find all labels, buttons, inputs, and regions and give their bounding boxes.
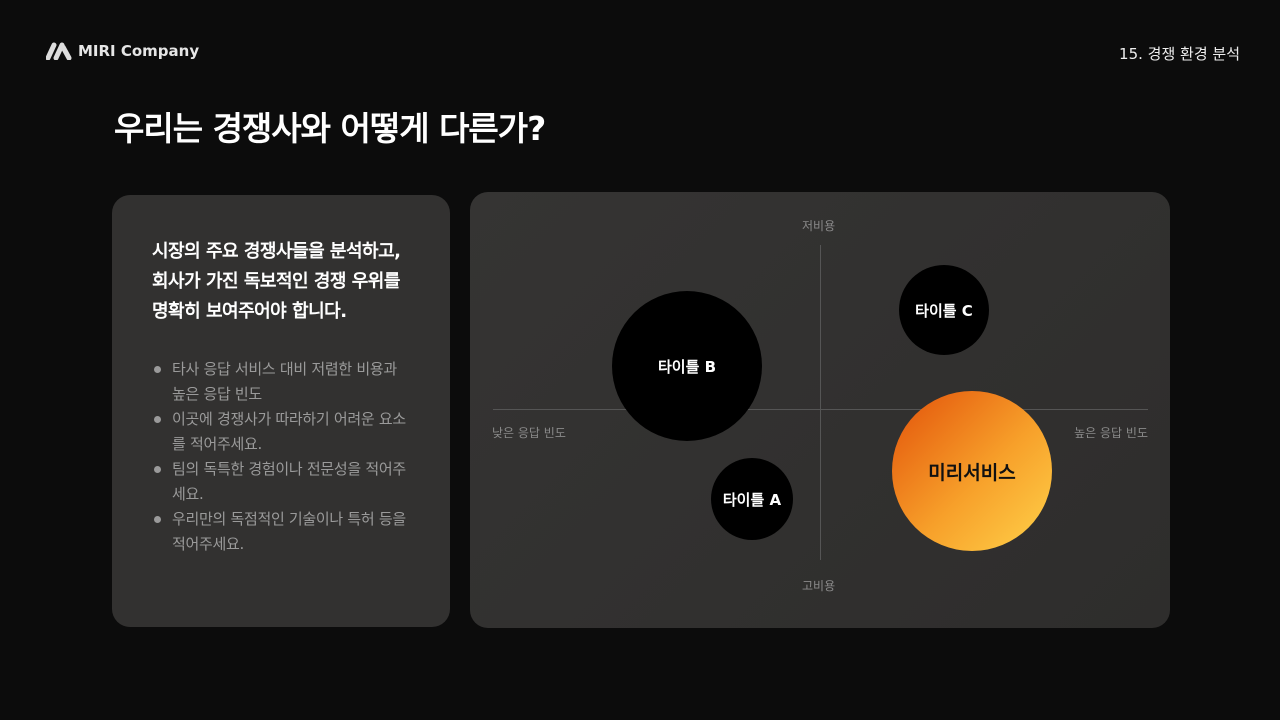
bullet-list: 타사 응답 서비스 대비 저렴한 비용과 높은 응답 빈도 이곳에 경쟁사가 따… [152,357,410,557]
bubble-title-c: 타이틀 C [899,265,989,355]
axis-bottom-label: 고비용 [802,579,836,593]
brand-logo: MIRI Company [46,42,199,60]
miri-logo-icon [46,42,72,60]
page-title: 우리는 경쟁사와 어떻게 다른가? [114,109,546,148]
list-item: 우리만의 독점적인 기술이나 특허 등을 적어주세요. [152,507,410,557]
axis-right-label: 높은 응답 빈도 [1074,426,1148,440]
bubble-title-b: 타이틀 B [612,291,762,441]
bubble-label: 타이틀 C [915,301,973,320]
bubble-miri-service: 미리서비스 [892,391,1052,551]
list-item: 팀의 독특한 경험이나 전문성을 적어주세요. [152,457,410,507]
axis-left-label: 낮은 응답 빈도 [492,426,566,440]
bubble-label: 타이틀 A [722,490,782,509]
bubble-label: 타이틀 B [657,357,717,376]
list-item: 타사 응답 서비스 대비 저렴한 비용과 높은 응답 빈도 [152,357,410,407]
list-item: 이곳에 경쟁사가 따라하기 어려운 요소를 적어주세요. [152,407,410,457]
section-label: 15. 경쟁 환경 분석 [1119,45,1240,63]
axis-top-label: 저비용 [802,219,836,233]
description-panel: 시장의 주요 경쟁사들을 분석하고, 회사가 가진 독보적인 경쟁 우위를 명확… [112,195,450,627]
brand-name: MIRI Company [78,42,200,60]
bubble-title-a: 타이틀 A [711,458,793,540]
vertical-axis [820,245,821,560]
bubble-label: 미리서비스 [928,461,1016,484]
lead-text: 시장의 주요 경쟁사들을 분석하고, 회사가 가진 독보적인 경쟁 우위를 명확… [152,241,401,322]
positioning-map: 저비용 고비용 낮은 응답 빈도 높은 응답 빈도 타이틀 B 타이틀 C 타이… [470,192,1170,628]
